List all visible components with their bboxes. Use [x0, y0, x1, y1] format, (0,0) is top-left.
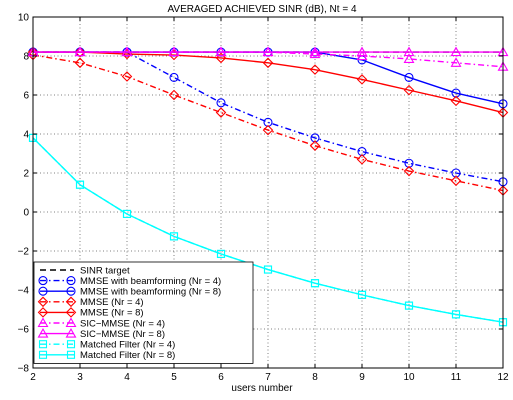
data-point	[215, 46, 227, 57]
data-point	[403, 53, 415, 63]
data-point	[168, 89, 180, 101]
y-tick-label: 10	[18, 13, 30, 24]
series-line	[33, 51, 504, 183]
data-point	[450, 46, 462, 57]
legend-swatch-marker	[66, 340, 76, 349]
y-tick-label: 0	[23, 208, 29, 219]
data-point	[309, 48, 321, 59]
legend-entry-label: Matched Filter (Nr = 4)	[80, 340, 175, 351]
data-point	[74, 46, 86, 58]
data-point	[357, 290, 367, 299]
x-tick-label: 7	[265, 372, 271, 383]
legend-swatch-marker	[65, 317, 77, 328]
data-point	[262, 46, 274, 57]
data-point	[403, 84, 415, 96]
legend-entry-label: MMSE (Nr = 4)	[80, 297, 144, 308]
data-point	[216, 98, 226, 108]
x-tick-label: 9	[359, 372, 365, 383]
x-tick-label: 4	[124, 372, 130, 383]
data-point	[450, 57, 462, 67]
x-tick-label: 5	[171, 372, 177, 383]
legend-entry-label: SIC−MMSE (Nr = 8)	[80, 329, 165, 340]
legend-swatch-marker	[37, 307, 49, 318]
data-point	[309, 46, 321, 57]
y-tick-label: 2	[23, 169, 29, 180]
data-point	[215, 52, 227, 64]
legend-swatch-marker	[38, 276, 48, 286]
data-point	[403, 46, 415, 57]
y-tick-label: −6	[18, 325, 30, 336]
legend-swatch-marker	[38, 340, 48, 349]
x-tick-label: 6	[218, 372, 224, 383]
data-point	[450, 175, 462, 187]
series-line	[33, 51, 504, 114]
legend-entry-label: SIC−MMSE (Nr = 4)	[80, 318, 165, 329]
legend-swatch-marker	[38, 286, 48, 296]
data-point	[309, 140, 321, 151]
legend-swatch-marker	[66, 276, 76, 286]
y-tick-label: 8	[23, 52, 29, 63]
y-tick-label: 4	[23, 130, 29, 141]
data-point	[168, 46, 180, 57]
legend-swatch-marker	[37, 296, 49, 308]
legend-swatch-marker	[37, 327, 49, 338]
legend-swatch-marker	[66, 350, 76, 359]
data-point	[74, 57, 86, 69]
x-axis-label: users number	[231, 383, 293, 394]
x-tick-label: 8	[312, 372, 318, 383]
legend-swatch-marker	[38, 350, 48, 359]
data-point	[403, 165, 415, 177]
x-tick-label: 12	[497, 372, 509, 383]
data-point	[356, 74, 368, 85]
legend-entry-label: MMSE (Nr = 8)	[80, 308, 144, 319]
x-tick-label: 11	[451, 372, 462, 383]
data-point	[404, 301, 414, 310]
series-line	[32, 137, 504, 323]
data-point	[121, 46, 133, 57]
legend-swatch-marker	[66, 286, 76, 296]
data-point	[356, 154, 368, 165]
legend-swatch-marker	[65, 307, 77, 318]
data-point	[121, 71, 133, 82]
legend-swatch-marker	[37, 317, 49, 328]
data-point	[450, 95, 462, 107]
y-tick-label: 6	[23, 91, 29, 102]
data-point	[215, 107, 227, 118]
data-point	[216, 249, 226, 258]
data-point	[169, 232, 179, 241]
legend-entry-label: MMSE with beamforming (Nr = 4)	[80, 276, 221, 287]
data-point	[309, 64, 321, 75]
data-point	[263, 265, 273, 274]
series-mmse-nr-8	[27, 46, 509, 118]
series-layer	[27, 46, 509, 327]
data-point	[310, 279, 320, 288]
y-tick-label: −4	[18, 286, 30, 297]
data-point	[356, 46, 368, 57]
data-point	[75, 180, 85, 189]
chart-title: AVERAGED ACHIEVED SINR (dB), Nt = 4	[167, 4, 356, 15]
legend-swatch-marker	[65, 327, 77, 338]
data-point	[74, 46, 86, 57]
data-point	[262, 57, 274, 69]
data-point	[169, 72, 179, 82]
x-tick-label: 2	[30, 372, 36, 383]
x-tick-label: 3	[77, 372, 83, 383]
data-point	[404, 72, 414, 82]
y-tick-label: −8	[18, 364, 30, 375]
legend-entry-label: SINR target	[80, 265, 130, 276]
data-point	[122, 209, 132, 218]
x-tick-label: 10	[403, 372, 415, 383]
series-line	[32, 54, 504, 192]
y-tick-label: −2	[18, 247, 30, 258]
legend-swatch-marker	[65, 296, 77, 308]
legend-entry-label: Matched Filter (Nr = 8)	[80, 350, 175, 361]
data-point	[262, 124, 274, 136]
data-point	[451, 310, 461, 319]
legend-entry-label: MMSE with beamforming (Nr = 8)	[80, 287, 221, 298]
